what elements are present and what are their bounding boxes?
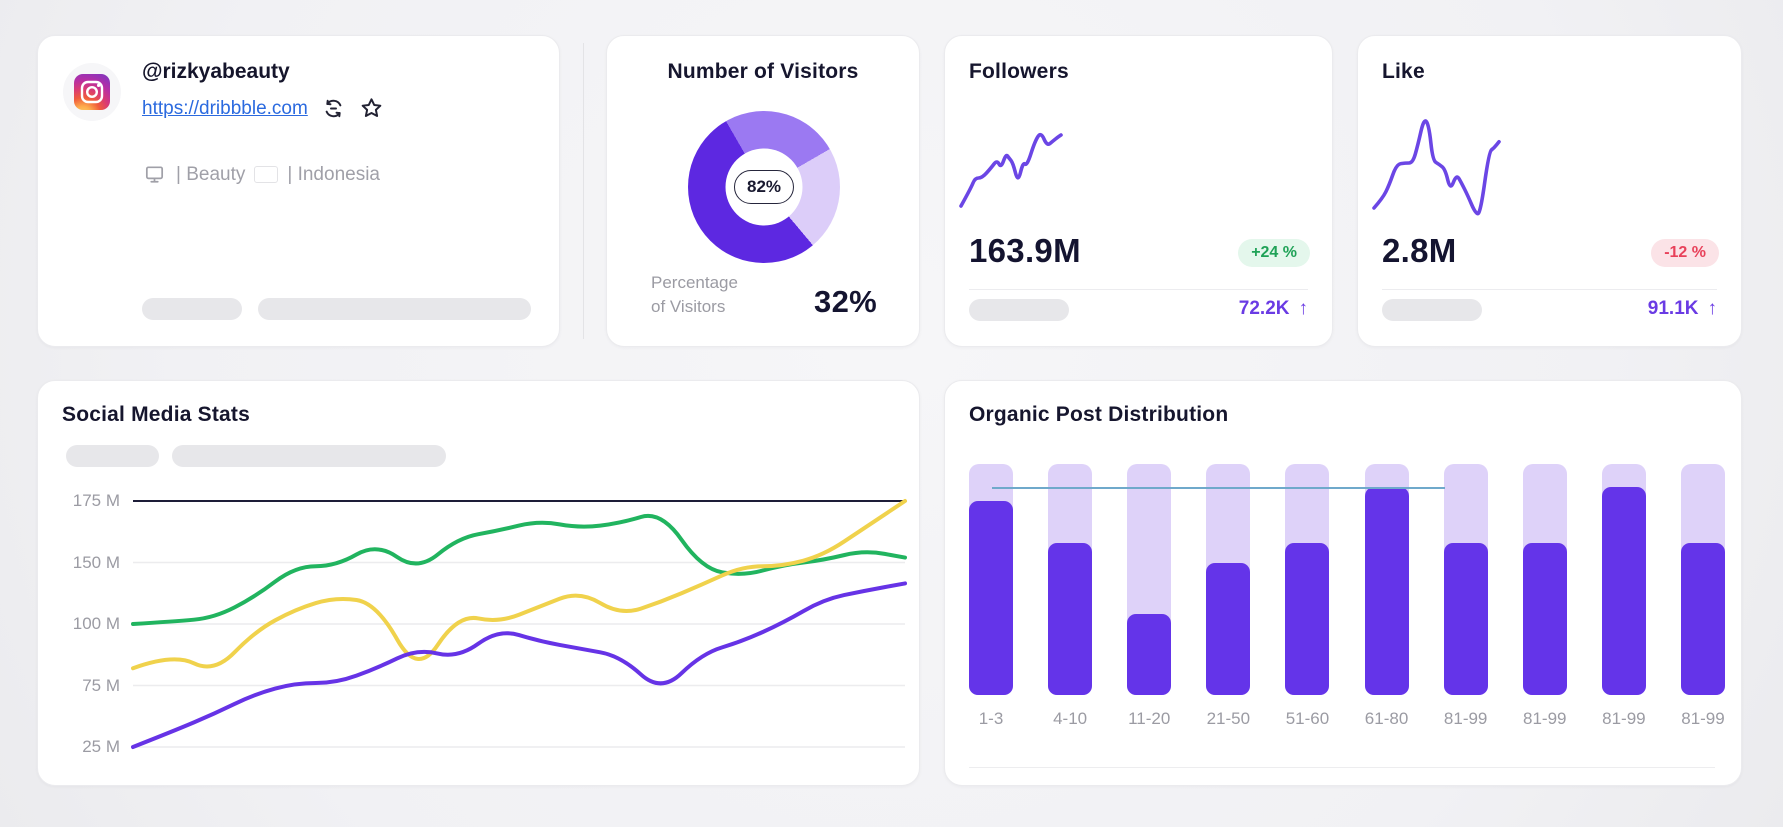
y-tick-label: 150 M [72, 552, 120, 572]
skeleton-pill [66, 445, 159, 467]
organic-bar-chart [969, 464, 1725, 695]
like-card: Like 2.8M -12 % 91.1K ↑ [1357, 35, 1742, 347]
skeleton-pill [258, 298, 531, 320]
profile-meta-row: | Beauty | Indonesia [142, 162, 380, 187]
bar-track [1206, 464, 1251, 695]
organic-post-title: Organic Post Distribution [969, 403, 1229, 426]
avatar [63, 63, 121, 121]
bar-track [1522, 464, 1567, 695]
bar-fill [969, 500, 1013, 695]
indonesia-flag-icon [254, 166, 279, 183]
bar-track [1443, 464, 1488, 695]
bar-fill [1127, 614, 1172, 695]
bar-track [1601, 464, 1646, 695]
bar-label: 1-3 [978, 709, 1004, 728]
vertical-divider [583, 43, 584, 339]
like-secondary-value: 91.1K ↑ [1647, 298, 1718, 319]
like-title: Like [1382, 60, 1425, 83]
instagram-icon [74, 74, 110, 110]
visitors-percent-value: 32% [814, 284, 877, 319]
reference-line [991, 487, 1446, 490]
bar-track [1680, 464, 1725, 695]
arrow-up-icon: ↑ [1298, 298, 1309, 319]
like-sparkline-chart [1374, 98, 1499, 223]
star-icon[interactable] [359, 96, 384, 121]
bar-label: 51-60 [1285, 709, 1330, 728]
y-tick-label: 100 M [72, 614, 120, 633]
bar-label: 21-50 [1206, 709, 1251, 728]
like-change-badge: -12 % [1651, 239, 1719, 267]
y-axis-labels: 175 M 150 M 100 M 75 M 25 M [56, 491, 128, 756]
visitors-caption: Percentage of Visitors [651, 272, 738, 317]
bar-track [1127, 464, 1172, 695]
y-tick-label: 75 M [82, 675, 120, 695]
followers-title: Followers [969, 60, 1069, 83]
profile-country: | Indonesia [287, 163, 380, 185]
skeleton-pill [969, 299, 1069, 321]
profile-card: @rizkyabeauty https://dribbble.com | Be [37, 35, 560, 347]
divider [969, 767, 1715, 768]
bar-fill [1601, 487, 1646, 695]
bar-label: 61-80 [1364, 709, 1409, 728]
divider [1382, 289, 1717, 290]
monitor-icon [142, 162, 167, 187]
bar-label: 81-99 [1443, 709, 1488, 728]
social-stats-title: Social Media Stats [62, 403, 250, 426]
bar-fill [1443, 542, 1488, 695]
followers-sparkline-chart [961, 116, 1061, 216]
profile-category: | Beauty [176, 163, 246, 185]
y-tick-label: 175 M [72, 491, 120, 510]
legend-skeletons [66, 445, 446, 467]
bar-track [969, 464, 1013, 695]
bar-label: 81-99 [1681, 709, 1725, 728]
bar-fill [1364, 487, 1409, 695]
visitors-card: Number of Visitors 82% Percentage of Vis… [606, 35, 920, 347]
like-value: 2.8M [1382, 232, 1457, 269]
bar-label: 11-20 [1128, 709, 1171, 728]
sync-icon[interactable] [321, 96, 346, 121]
arrow-up-icon: ↑ [1707, 298, 1718, 319]
bar-label: 81-99 [1602, 709, 1646, 728]
followers-value: 163.9M [969, 232, 1081, 269]
website-link[interactable]: https://dribbble.com [142, 97, 308, 119]
social-stats-card: Social Media Stats 175 M 150 M 100 M 75 M 25… [37, 380, 920, 786]
y-tick-label: 25 M [82, 737, 120, 756]
donut-center-label: 82% [733, 170, 795, 204]
divider [969, 289, 1308, 290]
social-stats-line-chart [131, 499, 907, 749]
followers-secondary-value: 72.2K ↑ [1238, 298, 1309, 319]
bar-fill [1048, 542, 1093, 695]
bar-label: 4-10 [1053, 709, 1088, 728]
skeleton-pill [172, 445, 446, 467]
followers-change-badge: +24 % [1238, 239, 1310, 267]
visitors-donut-chart: 82% [688, 111, 840, 263]
bar-track [1048, 464, 1093, 695]
bar-label: 81-99 [1523, 709, 1567, 728]
followers-card: Followers 163.9M +24 % 72.2K ↑ [944, 35, 1333, 347]
bar-track [1364, 464, 1409, 695]
visitors-title: Number of Visitors [667, 60, 859, 83]
bar-fill [1522, 542, 1567, 695]
visitors-footer: Percentage of Visitors 32% [651, 271, 877, 320]
organic-bar-labels: 1-3 4-10 11-20 21-50 51-60 61-80 81-99 81-99 81-… [969, 709, 1725, 729]
profile-skeletons [142, 298, 531, 320]
profile-username: @rizkyabeauty [142, 60, 290, 83]
organic-post-card: Organic Post Distribution 1-3 4-10 11-20 21… [944, 380, 1742, 786]
bar-fill [1285, 542, 1330, 695]
bar-track [1285, 464, 1330, 695]
bar-fill [1680, 542, 1725, 695]
profile-link-row: https://dribbble.com [142, 96, 384, 121]
skeleton-pill [1382, 299, 1482, 321]
bar-fill [1206, 563, 1251, 695]
skeleton-pill [142, 298, 242, 320]
